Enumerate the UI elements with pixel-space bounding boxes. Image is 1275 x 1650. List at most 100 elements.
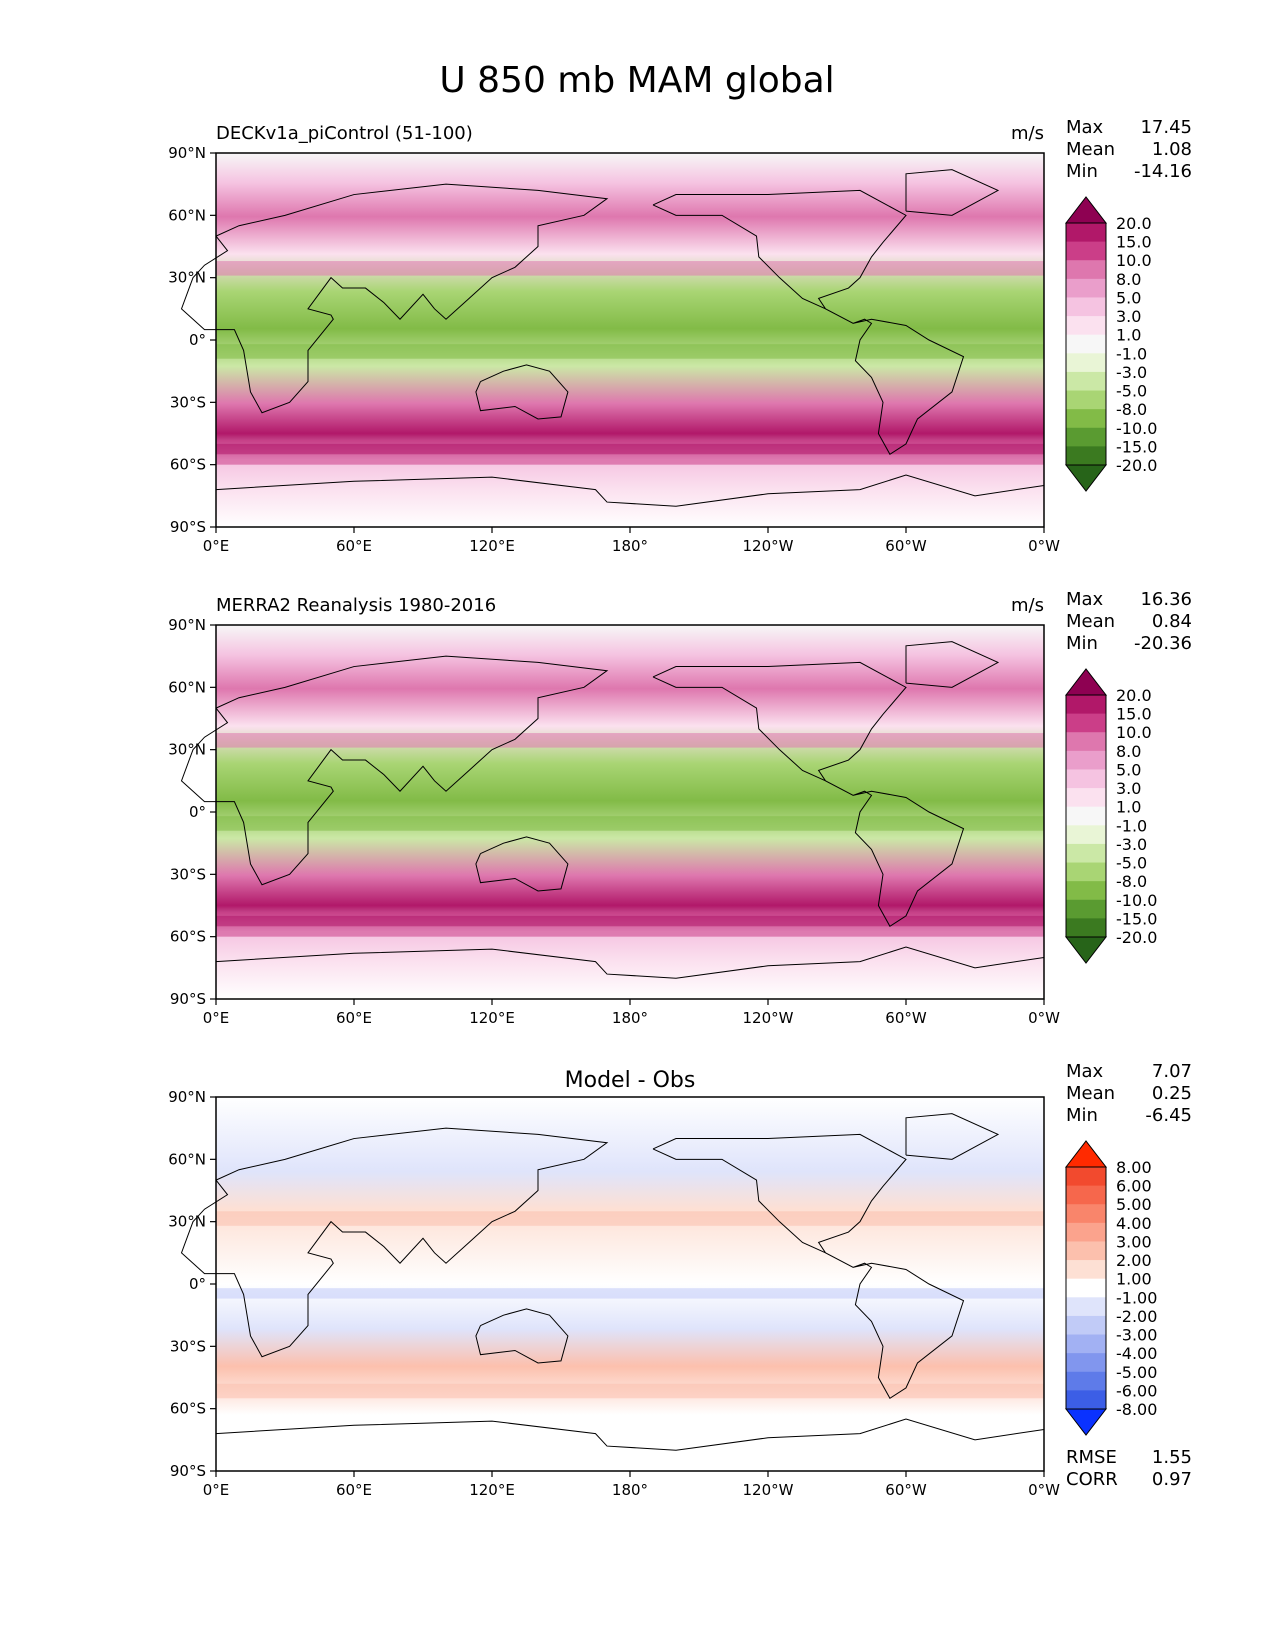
colorbar-label: -4.00 xyxy=(1116,1344,1157,1363)
stat-label: Min xyxy=(1066,161,1098,182)
lon-tick-label: 60°W xyxy=(885,1481,927,1499)
field-band xyxy=(216,915,1044,927)
stat-value: 17.45 xyxy=(1140,117,1192,138)
units-label: m/s xyxy=(1011,123,1044,144)
colorbar-frame xyxy=(1065,694,1107,938)
lat-tick-label: 30°S xyxy=(170,1337,206,1355)
lat-tick-label: 30°S xyxy=(170,865,206,883)
colorbar-label: 8.0 xyxy=(1116,742,1141,761)
colorbar-label: 3.0 xyxy=(1116,307,1141,326)
colorbar-label: 4.00 xyxy=(1116,1214,1152,1233)
stat-value: 1.08 xyxy=(1152,139,1192,160)
colorbar-swatch xyxy=(1066,1241,1106,1261)
stat-value: 0.84 xyxy=(1152,611,1192,632)
colorbar-label: -20.0 xyxy=(1116,456,1157,475)
colorbar-swatch xyxy=(1066,899,1106,919)
lon-tick-label: 60°E xyxy=(336,537,372,555)
stat-value: 0.25 xyxy=(1152,1083,1192,1104)
colorbar-swatch xyxy=(1066,1371,1106,1391)
stat-value: -20.36 xyxy=(1134,633,1192,654)
lat-tick-label: 60°S xyxy=(170,1400,206,1418)
lat-tick-label: 90°N xyxy=(168,616,206,634)
colorbar-swatch xyxy=(1066,732,1106,752)
lon-tick-label: 0°W xyxy=(1028,1009,1060,1027)
panels: 90°N60°N30°N0°30°S60°S90°S0°E 60°E 120°E 18… xyxy=(168,117,1192,1499)
lat-tick-label: 30°N xyxy=(168,1213,206,1231)
field-band xyxy=(216,1383,1044,1399)
colorbar-swatch xyxy=(1066,843,1106,864)
colorbar-label: -2.00 xyxy=(1116,1307,1157,1326)
lon-tick-label: 180° xyxy=(612,537,648,555)
colorbar-swatch xyxy=(1066,1334,1106,1354)
colorbar-extend-max xyxy=(1064,668,1108,696)
stat-label: Max xyxy=(1066,117,1104,138)
lon-tick-label: 120°E xyxy=(469,1009,515,1027)
colorbar-swatch xyxy=(1066,241,1106,261)
panel-3: 90°N 60°N 30°N 0° 30°S 60°S 90°S0°E 60°E 120°E 18… xyxy=(168,1061,1192,1499)
colorbar-extend-min xyxy=(1064,936,1108,964)
coastline xyxy=(180,655,609,886)
colorbar-swatch xyxy=(1066,713,1106,733)
colorbar-swatch xyxy=(1066,334,1106,354)
colorbar-label: 6.00 xyxy=(1116,1177,1152,1196)
colorbar-swatch xyxy=(1066,806,1106,826)
colorbar-label: -8.0 xyxy=(1116,400,1147,419)
field-band xyxy=(216,1211,1044,1226)
field-band xyxy=(216,344,1044,359)
coastline xyxy=(652,189,965,455)
field-band xyxy=(216,733,1044,748)
colorbar-swatch xyxy=(1066,223,1106,243)
lon-tick-label: 180° xyxy=(612,1481,648,1499)
stat-value: -6.45 xyxy=(1145,1105,1192,1126)
coastline xyxy=(180,1127,609,1358)
lon-tick-label: 60°W xyxy=(885,1009,927,1027)
field-band xyxy=(216,443,1044,455)
colorbar-label: -3.00 xyxy=(1116,1326,1157,1345)
colorbar-label: 20.0 xyxy=(1116,686,1152,705)
colorbar-label: 20.0 xyxy=(1116,214,1152,233)
stat-value: 0.97 xyxy=(1152,1469,1192,1490)
colorbar-swatch xyxy=(1066,918,1106,938)
colorbar-label: -3.0 xyxy=(1116,363,1147,382)
coastline xyxy=(215,1418,1045,1451)
lat-tick-label: 60°S xyxy=(170,456,206,474)
lat-tick-label: 90°N xyxy=(168,1088,206,1106)
map-field xyxy=(216,625,1044,999)
lat-tick-label: 90°S xyxy=(170,518,206,536)
colorbar-label: -5.00 xyxy=(1116,1363,1157,1382)
colorbar-swatch xyxy=(1066,1315,1106,1336)
colorbar-label: 10.0 xyxy=(1116,723,1152,742)
colorbar-label: 8.00 xyxy=(1116,1158,1152,1177)
colorbar-swatch xyxy=(1066,353,1106,373)
colorbar-swatch xyxy=(1066,788,1106,808)
lat-tick-label: 90°S xyxy=(170,990,206,1008)
colorbar-label: 3.0 xyxy=(1116,779,1141,798)
coastline xyxy=(905,641,1000,688)
lat-tick-label: 60°S xyxy=(170,928,206,946)
lon-tick-label: 0°W xyxy=(1028,1481,1060,1499)
colorbar-label: 15.0 xyxy=(1116,233,1152,252)
lon-tick-label: 60°W xyxy=(885,537,927,555)
lat-tick-label: 0° xyxy=(189,1275,206,1293)
panel-2: 90°N 60°N 30°N 0° 30°S 60°S 90°S0°E 60°E 120°E 18… xyxy=(168,589,1192,1027)
stat-label: Max xyxy=(1066,1061,1104,1082)
colorbar-swatch xyxy=(1066,1167,1106,1187)
colorbar-label: -3.0 xyxy=(1116,835,1147,854)
panel-title: MERRA2 Reanalysis 1980-2016 xyxy=(216,595,496,616)
lon-tick-label: 120°W xyxy=(743,1009,794,1027)
stat-label: Mean xyxy=(1066,611,1115,632)
lon-tick-label: 60°E xyxy=(336,1009,372,1027)
colorbar-swatch xyxy=(1066,1204,1106,1224)
colorbar-swatch xyxy=(1066,409,1106,429)
figure-title: U 850 mb MAM global xyxy=(439,60,834,101)
colorbar-label: 15.0 xyxy=(1116,705,1152,724)
coastline xyxy=(180,183,609,414)
lat-tick-label: 60°N xyxy=(168,206,206,224)
map-field xyxy=(216,153,1044,527)
stat-value: -14.16 xyxy=(1134,161,1192,182)
colorbar-label: 10.0 xyxy=(1116,251,1152,270)
units-label: m/s xyxy=(1011,595,1044,616)
colorbar-label: -1.0 xyxy=(1116,816,1147,835)
colorbar-swatch xyxy=(1066,297,1106,317)
colorbar-swatch xyxy=(1066,371,1106,392)
